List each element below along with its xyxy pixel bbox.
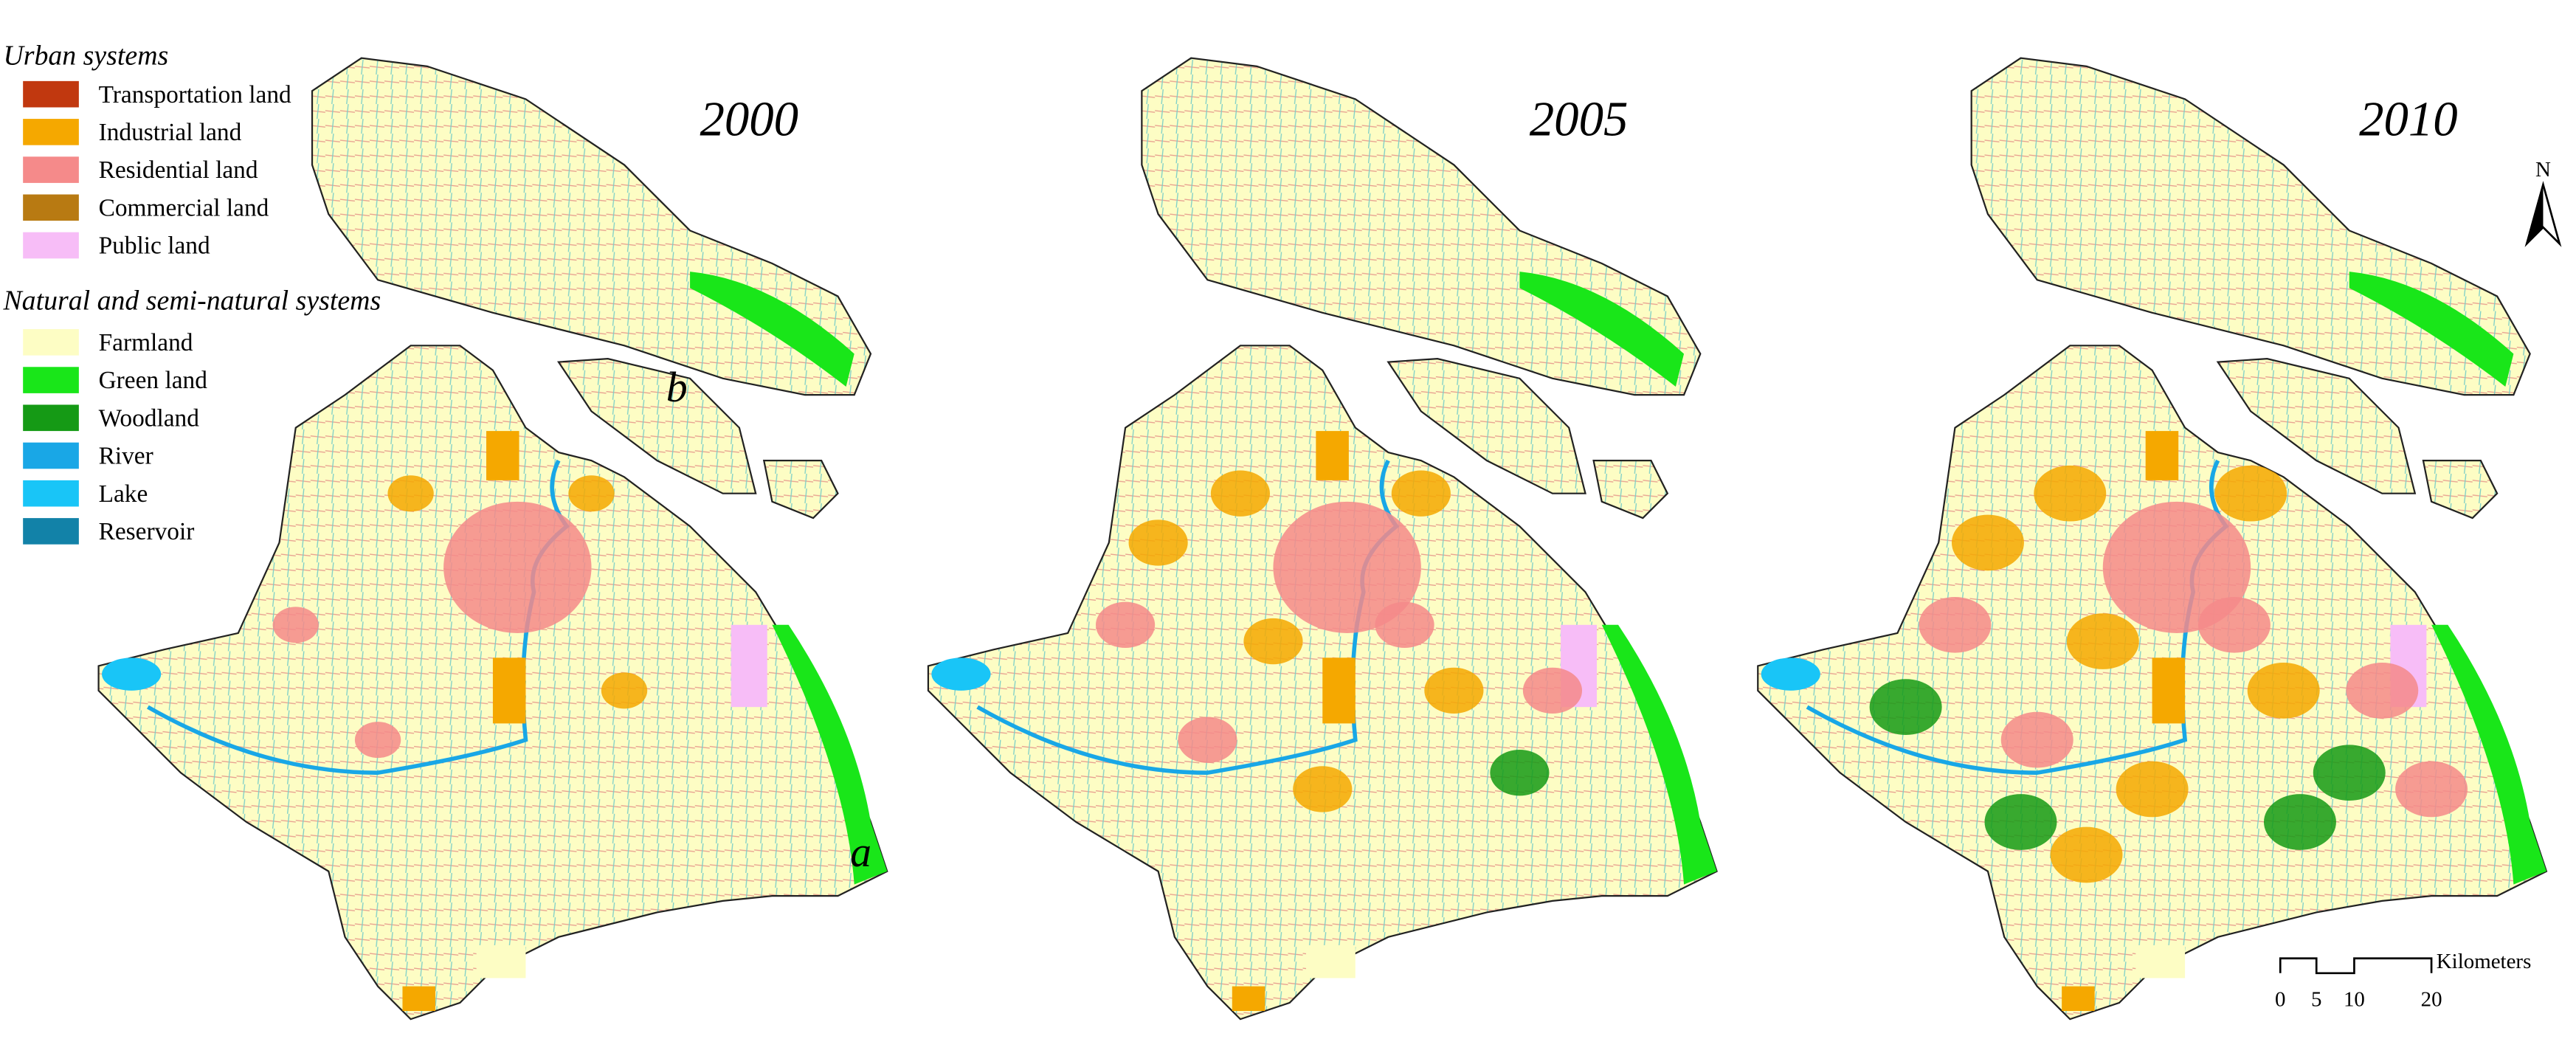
land-patch [1951,514,2024,571]
map-panel: 2000 [99,58,888,1019]
land-patch [2346,663,2419,719]
land-patch [568,475,615,512]
land-patch [1984,794,2057,850]
legend-label: Green land [99,367,208,394]
label-a: a [850,828,871,876]
land-patch [1919,596,1992,653]
land-use [1096,470,1583,812]
land-patch [354,722,401,759]
scale-tick-label: 10 [2344,987,2365,1011]
land-patch [2034,465,2107,522]
land-patch [2197,596,2271,653]
legend-label: Public land [99,232,210,260]
legend-swatch [23,329,79,356]
land-patch [272,607,319,643]
legend-swatch [23,480,79,507]
land-patch [1178,717,1237,763]
land-patch [601,672,648,709]
land-patch [2050,826,2123,883]
legend-label: Industrial land [99,119,242,146]
land-patch [1096,601,1156,648]
map-panel: 2005 [928,58,1717,1019]
map-base [928,58,1717,1019]
land-patch [1391,470,1451,517]
land-patch [1128,519,1188,566]
legend-swatch [23,156,79,183]
legend-swatch [23,232,79,259]
land-patch [1869,679,1942,735]
land-patch [2165,351,2238,407]
legend-label: Residential land [99,156,258,184]
legend-swatch [23,367,79,393]
map-base [1758,58,2546,1019]
scale-unit: Kilometers [2437,950,2532,973]
legend-swatch [23,404,79,432]
land-patch [2313,745,2386,801]
scale-tick-label: 5 [2311,987,2321,1011]
land-patch [1293,766,1353,812]
year-label: 2010 [2359,92,2458,146]
year-label: 2000 [700,92,798,146]
scale-tick-label: 0 [2275,987,2285,1011]
scale-tick-label: 20 [2421,987,2442,1011]
north-label: N [2535,158,2551,182]
land-use [272,475,648,759]
land-patch [1522,667,1583,714]
land-patch [2395,761,2468,818]
land-patch [1243,618,1303,665]
land-patch [2263,794,2336,850]
legend-label: Farmland [99,329,193,356]
map-panel: 2010 [1758,58,2546,1019]
land-use [1869,351,2468,883]
land-patch [2247,663,2320,719]
legend-swatch [23,80,79,108]
legend-swatch [23,518,79,545]
land-patch [387,475,434,512]
land-patch [2000,711,2073,768]
label-b: b [666,363,688,411]
legend-swatch [23,442,79,469]
legend-label: River [99,443,153,470]
legend-label: Commercial land [99,194,269,221]
legend-title: Urban systems [3,41,168,72]
land-patch [2214,465,2287,522]
land-patch [1375,601,1434,648]
legend-label: Woodland [99,404,200,432]
land-patch [2116,761,2189,818]
legend-swatch [23,119,79,145]
scale-bar [2279,957,2433,975]
land-patch [1424,667,1484,714]
legend-swatch [23,194,79,221]
legend-title: Natural and semi-natural systems [2,285,381,316]
land-patch [2066,613,2139,669]
land-patch [1210,470,1271,517]
legend-label: Lake [99,480,148,508]
year-label: 2005 [1530,92,1629,146]
land-patch [1490,750,1550,796]
legend-label: Reservoir [99,518,195,545]
legend-label: Transportation land [99,81,291,108]
